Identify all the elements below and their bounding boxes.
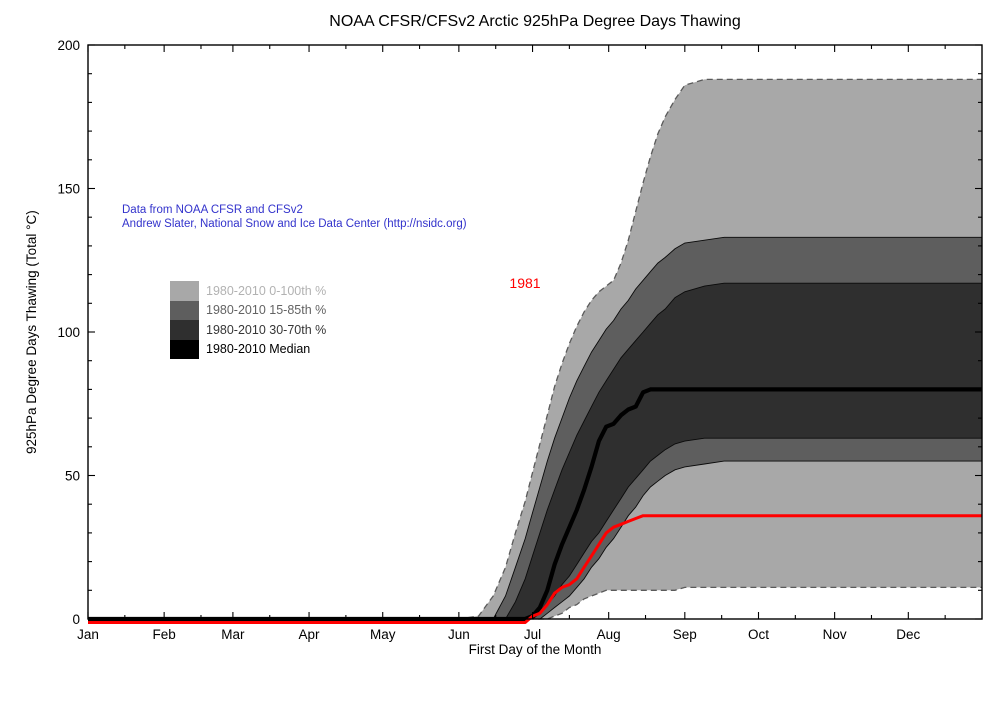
- x-tick-label: Nov: [823, 627, 847, 642]
- x-tick-label: Jun: [448, 627, 470, 642]
- line-year: [88, 514, 982, 624]
- legend-item-3: 1980-2010 Median: [170, 339, 326, 359]
- x-tick-label: Feb: [153, 627, 176, 642]
- x-tick-label: Sep: [673, 627, 697, 642]
- y-tick-label: 0: [72, 612, 80, 627]
- credit-line-2: Andrew Slater, National Snow and Ice Dat…: [122, 218, 467, 230]
- y-tick-label: 50: [65, 469, 80, 484]
- x-tick-label: May: [370, 627, 396, 642]
- x-tick-label: Jan: [77, 627, 99, 642]
- legend-label: 1980-2010 Median: [206, 342, 311, 357]
- legend-label: 1980-2010 30-70th %: [206, 322, 327, 337]
- legend-swatch: [170, 281, 199, 301]
- year-1981-label: 1981: [509, 275, 541, 291]
- legend: 1980-2010 0-100th % 1980-2010 15-85th % 19…: [170, 281, 326, 359]
- y-tick-label: 100: [57, 325, 80, 340]
- tick-labels: Jan Feb Mar Apr May Jun Jul Aug Sep Oct Nov Dec 0 50 1…: [57, 38, 920, 642]
- legend-item-0: 1980-2010 0-100th %: [170, 281, 326, 301]
- y-tick-label: 200: [57, 38, 80, 53]
- band-2: [88, 283, 982, 619]
- legend-label: 1980-2010 15-85th %: [206, 303, 327, 318]
- legend-swatch: [170, 339, 199, 359]
- legend-item-2: 1980-2010 30-70th %: [170, 320, 326, 340]
- legend-swatch: [170, 320, 199, 340]
- x-tick-label: Jul: [524, 627, 541, 642]
- x-tick-label: Aug: [597, 627, 621, 642]
- x-tick-label: Oct: [748, 627, 769, 642]
- chart-title: NOAA CFSR/CFSv2 Arctic 925hPa Degree Day…: [329, 13, 741, 30]
- y-tick-label: 150: [57, 182, 80, 197]
- x-tick-label: Apr: [299, 627, 321, 642]
- legend-swatch: [170, 300, 199, 320]
- band-0-upper-edge: [88, 78, 982, 620]
- axis-ticks: [87, 44, 982, 620]
- legend-label: 1980-2010 0-100th %: [206, 283, 327, 298]
- credit-line-1: Data from NOAA CFSR and CFSv2: [122, 204, 303, 216]
- y-axis-title: 925hPa Degree Days Thawing (Total °C): [24, 210, 39, 454]
- legend-item-1: 1980-2010 15-85th %: [170, 300, 327, 320]
- x-axis-title: First Day of the Month: [468, 642, 602, 657]
- data-credit: Data from NOAA CFSR and CFSv2 Andrew Sla…: [122, 203, 467, 231]
- x-tick-label: Dec: [896, 627, 920, 642]
- x-tick-label: Mar: [221, 627, 245, 642]
- band-0: [88, 79, 982, 619]
